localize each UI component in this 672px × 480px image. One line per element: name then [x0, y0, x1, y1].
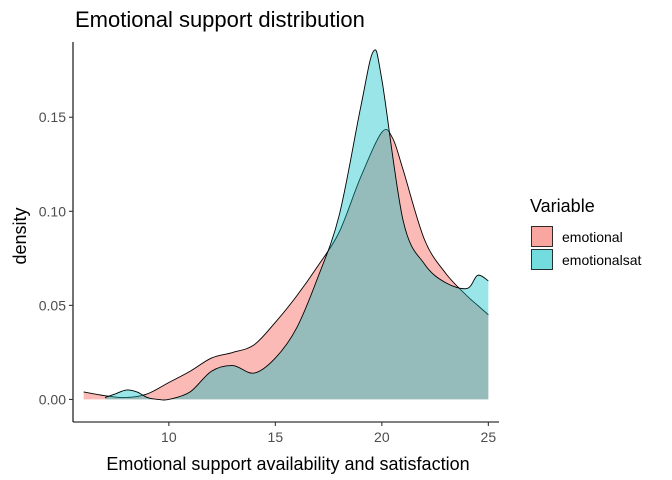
x-tick-label: 20 — [374, 429, 390, 445]
y-tick-label: 0.10 — [39, 203, 66, 219]
legend: Variable emotional emotionalsat — [530, 196, 641, 270]
plot-area — [83, 49, 489, 401]
density-area-emotionalsat — [104, 49, 489, 401]
y-tick-label: 0.15 — [39, 109, 66, 125]
legend-key-emotional — [531, 226, 553, 247]
density-line-emotionalsat — [104, 49, 489, 401]
y-tick-label: 0.05 — [39, 297, 66, 313]
axes: 10 15 20 25 0.00 0.05 0.10 0.15 — [39, 42, 499, 445]
legend-label-emotional: emotional — [562, 229, 623, 245]
y-tick-label: 0.00 — [39, 391, 66, 407]
chart-title: Emotional support distribution — [75, 7, 365, 32]
x-tick-label: 10 — [161, 429, 177, 445]
density-area-emotional — [83, 129, 489, 400]
x-tick-label: 15 — [268, 429, 284, 445]
legend-title: Variable — [530, 196, 595, 216]
x-tick-label: 25 — [481, 429, 497, 445]
density-line-emotional — [83, 129, 489, 399]
x-axis-title: Emotional support availability and satis… — [106, 454, 469, 474]
legend-key-emotionalsat — [531, 249, 553, 270]
legend-label-emotionalsat: emotionalsat — [562, 252, 641, 268]
y-axis-title: density — [10, 207, 30, 264]
